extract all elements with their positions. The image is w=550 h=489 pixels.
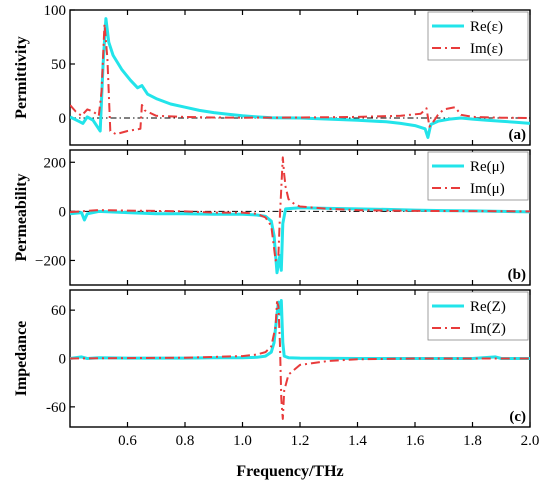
x-tick-label: 1.8 <box>463 433 482 449</box>
legend-box <box>427 291 529 341</box>
y-tick-label: 0 <box>59 352 67 368</box>
series-line-imag <box>70 301 530 420</box>
x-tick-label: 1.0 <box>233 433 252 449</box>
panel-permittivity: Re(ε) Im(ε) (a) Permittivity 0 50 100 <box>13 3 531 146</box>
x-tick-label: 0.6 <box>118 433 137 449</box>
x-tick-label: 1.2 <box>291 433 310 449</box>
series-layer <box>70 156 530 275</box>
series-line-real <box>70 206 530 275</box>
legend-label-re-z: Re(Z) <box>470 299 506 315</box>
panel-label: (b) <box>508 267 526 283</box>
y-tick-label: 0 <box>59 204 67 220</box>
y-axis-title: Impedance <box>13 321 30 397</box>
legend-label-re-eps: Re(ε) <box>470 19 503 35</box>
legend: Re(ε) Im(ε) <box>427 11 529 61</box>
y-tick-label: -60 <box>46 400 66 416</box>
panel-label: (a) <box>509 127 527 143</box>
legend-label-re-mu: Re(μ) <box>470 159 505 175</box>
y-tick-label: 200 <box>44 155 67 171</box>
panel-impedance: Re(Z) Im(Z) (c) Impedance -60 0 60 0.6 0… <box>13 289 539 480</box>
y-axis-title: Permittivity <box>13 36 30 119</box>
y-tick-label: 50 <box>51 57 66 73</box>
x-tick-label: 1.6 <box>406 433 425 449</box>
x-tick-label: 0.8 <box>176 433 195 449</box>
x-axis-title: Frequency/THz <box>236 463 343 480</box>
legend-label-im-eps: Im(ε) <box>470 41 503 57</box>
x-tick-label: 2.0 <box>521 433 540 449</box>
legend: Re(μ) Im(μ) <box>427 151 529 201</box>
tick-marks <box>70 9 531 145</box>
legend-label-im-z: Im(Z) <box>470 321 506 337</box>
y-tick-label: 60 <box>51 303 66 319</box>
y-tick-label: −200 <box>35 253 66 269</box>
series-line-imag <box>70 23 530 136</box>
y-tick-label: 0 <box>59 111 67 127</box>
series-line-imag <box>70 156 530 262</box>
legend-box <box>427 11 529 61</box>
legend-box <box>427 151 529 201</box>
y-tick-label: 100 <box>44 3 67 19</box>
series-layer <box>70 299 530 420</box>
panel-permeability: Re(μ) Im(μ) (b) Permeability −200 0 200 <box>13 149 531 286</box>
x-tick-label: 1.4 <box>348 433 367 449</box>
legend: Re(Z) Im(Z) <box>427 291 529 341</box>
y-axis-title: Permeability <box>13 174 30 262</box>
series-layer <box>70 17 530 139</box>
panel-label: (c) <box>509 409 526 425</box>
legend-label-im-mu: Im(μ) <box>470 181 505 197</box>
x-tick-labels: 0.6 0.8 1.0 1.2 1.4 1.6 1.8 2.0 <box>118 433 539 449</box>
